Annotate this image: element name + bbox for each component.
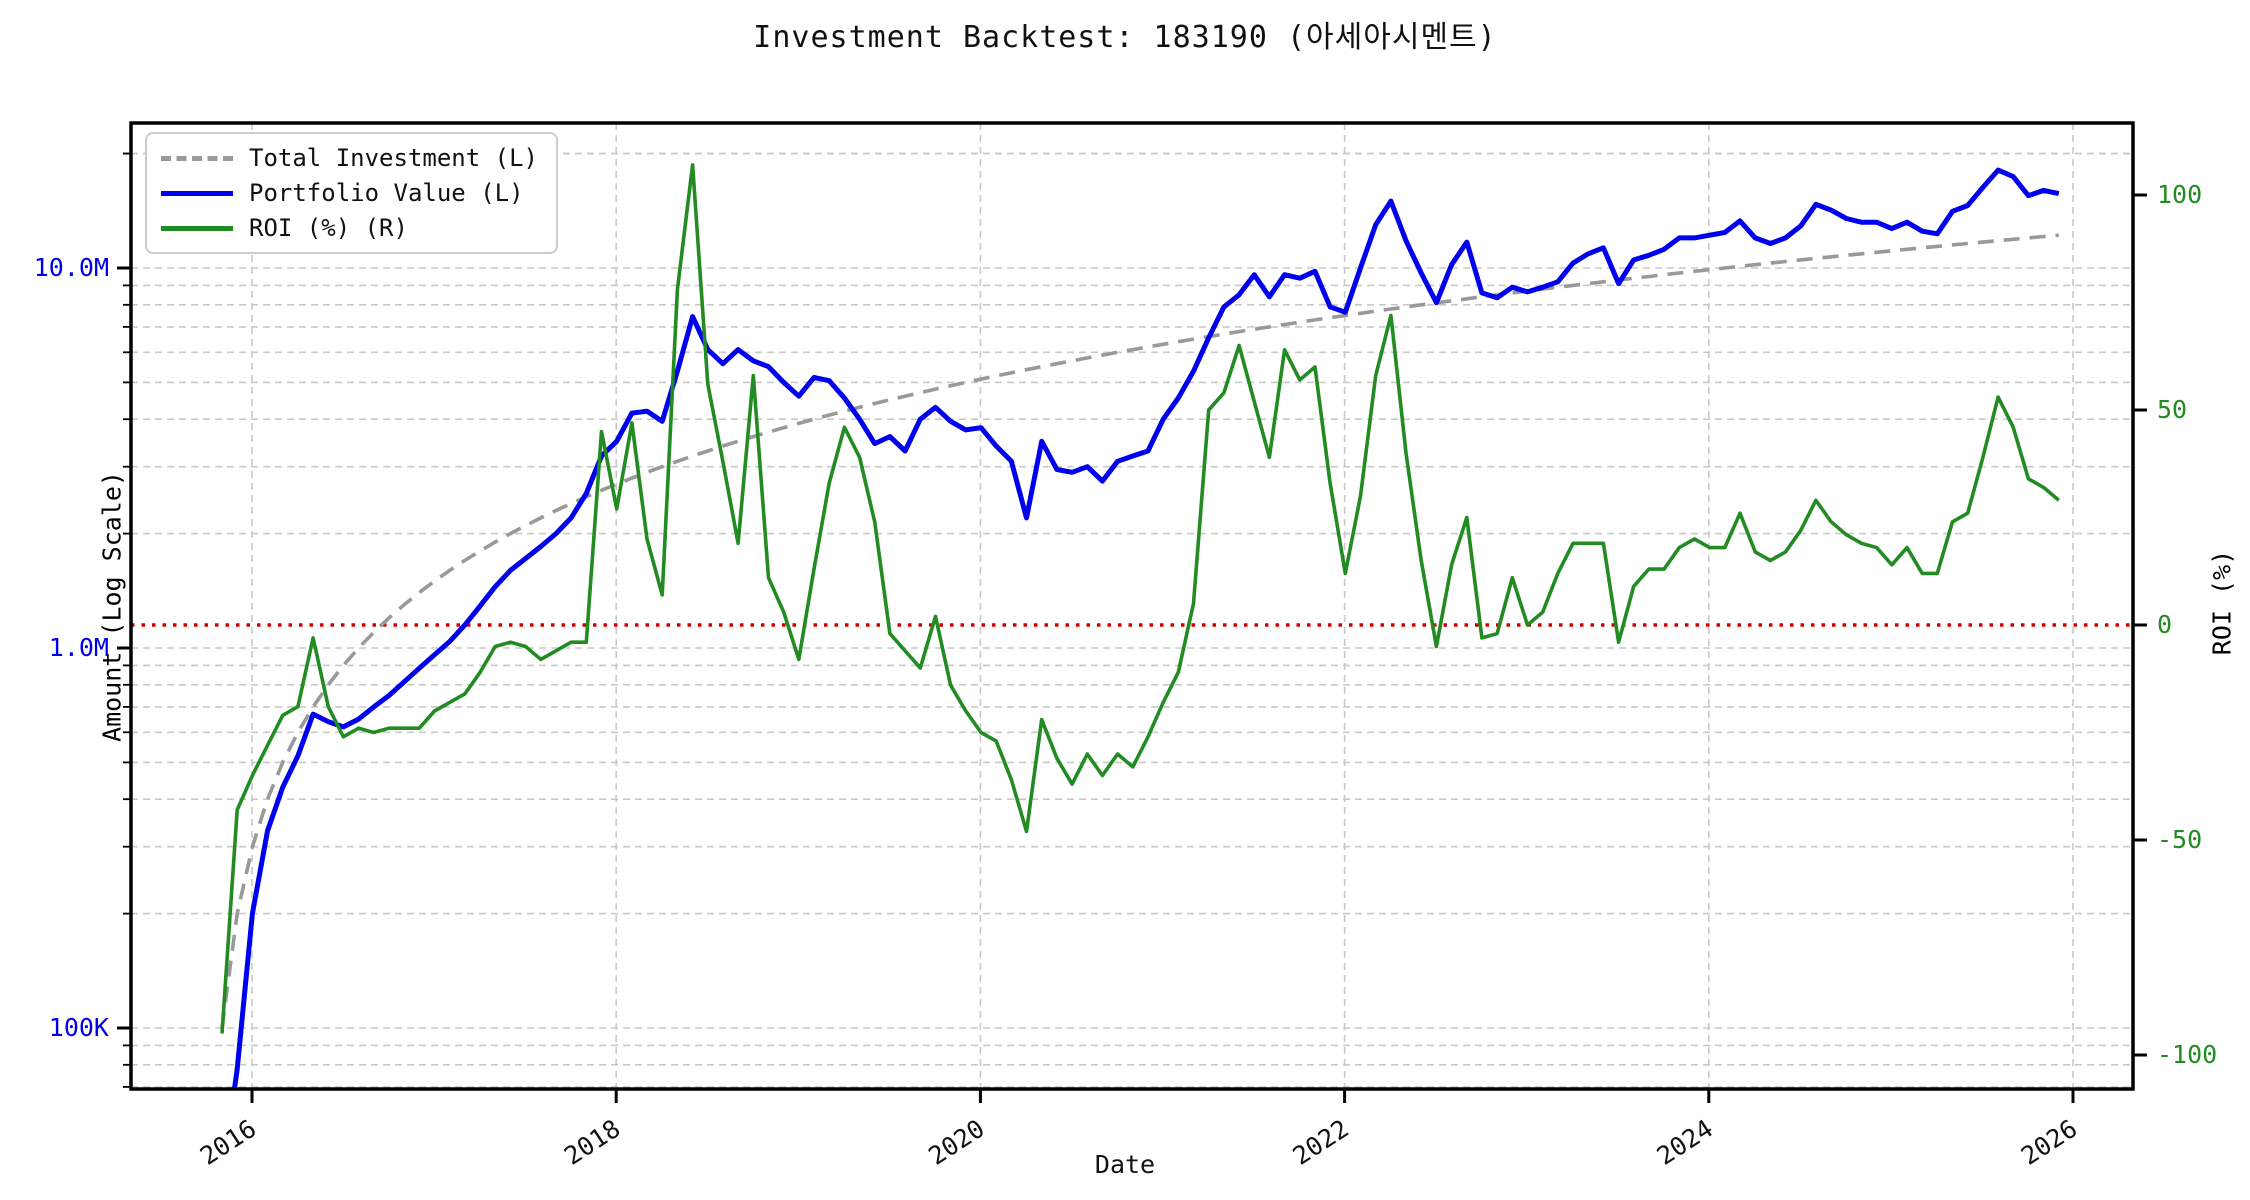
grid-lines xyxy=(131,123,2133,1089)
portfolio-value-line xyxy=(231,167,2060,1089)
x-axis-label: Date xyxy=(1094,1150,1156,1179)
legend-item-roi: ROI (%) (R) xyxy=(161,214,538,242)
left-axis-tick-label: 10.0M xyxy=(34,253,109,282)
legend-label: Total Investment (L) xyxy=(249,144,538,172)
roi-line-sample xyxy=(161,225,233,231)
total-investment-line-sample xyxy=(161,155,233,161)
plot-border xyxy=(129,121,2135,1091)
right-axis-tick-label: 0 xyxy=(2157,610,2172,639)
legend-item-portfolio-value: Portfolio Value (L) xyxy=(161,179,538,207)
left-axis-tick-label: 100K xyxy=(49,1013,109,1042)
total-investment-line xyxy=(220,233,2059,1029)
right-axis-tick-label: 100 xyxy=(2157,180,2202,209)
legend-item-total-investment: Total Investment (L) xyxy=(161,144,538,172)
right-axis-tick-label: -50 xyxy=(2157,825,2202,854)
legend-label: ROI (%) (R) xyxy=(249,214,408,242)
left-axis-tick-label: 1.0M xyxy=(49,633,109,662)
right-axis-tick-label: -100 xyxy=(2157,1040,2217,1069)
legend-label: Portfolio Value (L) xyxy=(249,179,524,207)
left-axis-label: Amount (Log Scale) xyxy=(97,471,127,742)
chart-title: Investment Backtest: 183190 (아세아시멘트) xyxy=(753,20,1497,55)
legend: Total Investment (L) Portfolio Value (L)… xyxy=(145,132,558,254)
right-axis-label: ROI (%) xyxy=(2207,549,2237,656)
tick-marks xyxy=(117,152,2147,1103)
portfolio-value-line-sample xyxy=(161,190,233,196)
right-axis-tick-label: 50 xyxy=(2157,395,2187,424)
roi-line xyxy=(220,163,2060,1034)
